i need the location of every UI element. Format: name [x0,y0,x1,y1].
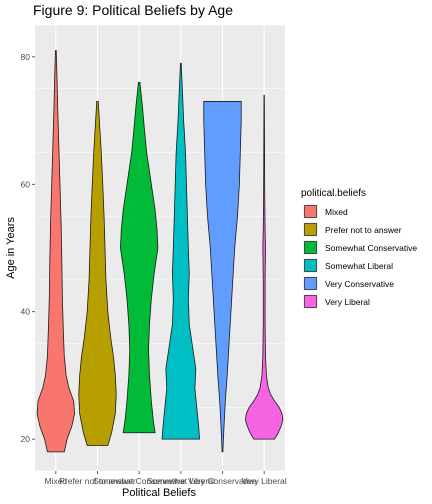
legend-label: Somewhat Conservative [325,243,417,253]
legend-swatch [304,295,317,308]
legend-label: Prefer not to answer [325,225,402,235]
violin-somewhat-liberal [161,62,201,440]
panel-background [35,25,285,471]
violin-very-conservative [203,101,242,453]
legend-swatch [304,277,317,290]
x-tick-label: Very Conservative [188,476,257,486]
violin-somewhat-conservative [120,81,159,434]
chart-title: Figure 9: Political Beliefs by Age [33,2,233,18]
y-tick-label: 80 [21,52,31,62]
legend-swatch [304,205,317,218]
legend: political.beliefs Mixed Prefer not to ans… [301,188,417,309]
y-axis-ticks: 20 40 60 80 [21,52,35,444]
x-tick-label: Somewhat Liberal [147,476,215,486]
x-tick-label: Very Liberal [242,476,287,486]
violin-prefer-not-to-answer [78,101,117,446]
y-axis-title: Age in Years [5,217,17,279]
legend-label: Very Liberal [325,297,370,307]
y-tick-label: 60 [21,179,31,189]
legend-swatch [304,223,317,236]
x-axis-title: Political Beliefs [122,487,196,499]
legend-label: Mixed [325,207,348,217]
x-tick-label: Prefer not to answer [59,476,136,486]
y-tick-label: 40 [21,307,31,317]
y-tick-label: 20 [21,434,31,444]
violins [36,50,284,453]
legend-label: Somewhat Liberal [325,261,393,271]
legend-swatch [304,259,317,272]
legend-label: Very Conservative [325,279,394,289]
legend-swatch [304,241,317,254]
legend-title: political.beliefs [301,188,366,199]
x-tick-label: Somewhat Conservative [93,476,185,486]
violin-mixed [36,50,75,453]
violin-very-liberal [245,94,284,440]
x-tick-label: Mixed [44,476,67,486]
